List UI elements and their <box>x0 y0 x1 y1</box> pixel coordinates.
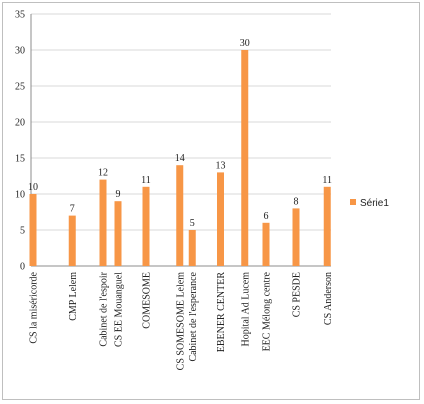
category-label: COMESOME <box>142 272 153 329</box>
y-tick-label: 5 <box>20 226 25 237</box>
category-label: CS la miséricorde <box>29 271 40 343</box>
chart-frame: 0 5 10 15 20 25 30 35 10 7 12 9 11 14 5 13 30 6 8 11 CS la… <box>2 2 420 400</box>
bar[interactable] <box>323 186 331 266</box>
data-label: 30 <box>240 38 250 49</box>
y-tick-label: 0 <box>20 262 25 273</box>
bar[interactable] <box>114 201 122 266</box>
y-tick-label: 30 <box>15 46 25 57</box>
y-tick-label: 35 <box>15 10 25 21</box>
bar[interactable] <box>262 222 270 266</box>
category-label: Cabinet de l'espoir <box>99 271 110 346</box>
data-label: 6 <box>264 211 269 222</box>
bar[interactable] <box>176 165 184 266</box>
bar[interactable] <box>68 215 76 266</box>
data-labels: 10 7 12 9 11 14 5 13 30 6 8 11 <box>28 38 332 229</box>
category-label: Cabinet de l'esperance <box>188 271 199 361</box>
category-label: EEC Mélong centre <box>262 271 273 351</box>
y-tick-label: 25 <box>15 82 25 93</box>
y-tick-label: 15 <box>15 154 25 165</box>
data-label: 7 <box>70 204 75 215</box>
data-label: 9 <box>116 189 121 200</box>
category-label: EBENER CENTER <box>216 272 227 353</box>
data-label: 8 <box>294 196 299 207</box>
bars <box>29 50 331 266</box>
data-label: 11 <box>141 175 151 186</box>
data-label: 11 <box>322 175 332 186</box>
data-label: 10 <box>28 182 38 193</box>
legend[interactable]: Série1 <box>350 198 389 209</box>
category-label: CMP Lelem <box>68 272 79 321</box>
bar[interactable] <box>188 230 196 266</box>
bar[interactable] <box>292 208 300 266</box>
category-label: CS Anderson <box>323 272 334 325</box>
data-label: 12 <box>98 168 108 179</box>
bar-chart: 0 5 10 15 20 25 30 35 10 7 12 9 11 14 5 13 30 6 8 11 CS la… <box>15 10 389 371</box>
y-axis: 0 5 10 15 20 25 30 35 <box>15 10 32 273</box>
data-label: 5 <box>190 218 195 229</box>
bar[interactable] <box>217 172 224 266</box>
category-labels: CS la miséricorde CMP Lelem Cabinet de l'e… <box>29 271 334 370</box>
data-label: 13 <box>216 160 226 171</box>
category-label: Hopital Ad Lucem <box>240 272 251 347</box>
category-label: CS EE Mouanguel <box>114 272 125 347</box>
bar[interactable] <box>99 179 107 266</box>
y-tick-label: 20 <box>15 118 25 129</box>
bar[interactable] <box>142 186 150 266</box>
bar[interactable] <box>241 50 249 266</box>
category-label: CS PESDE <box>292 272 303 317</box>
y-tick-label: 10 <box>15 190 25 201</box>
data-label: 14 <box>175 153 185 164</box>
bar[interactable] <box>29 194 37 266</box>
legend-swatch <box>350 199 356 205</box>
legend-label: Série1 <box>360 198 389 209</box>
category-label: CS SOMESOME Lelem <box>175 272 186 371</box>
